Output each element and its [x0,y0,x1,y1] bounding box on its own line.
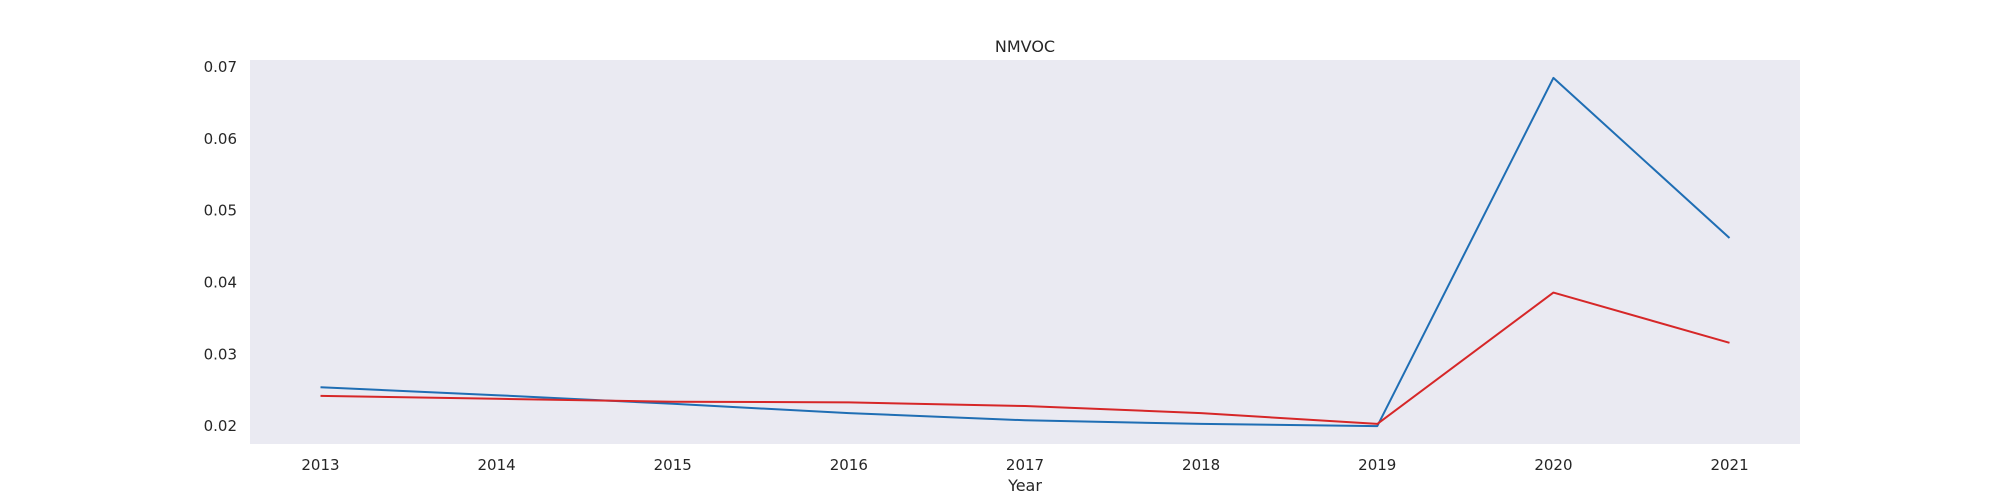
x-tick-label: 2017 [1006,456,1044,474]
y-tick-label: 0.04 [204,274,237,292]
x-tick-label: 2021 [1710,456,1748,474]
y-tick-label: 0.05 [204,202,237,220]
x-axis-title: Year [1007,476,1042,495]
x-tick-label: 2014 [477,456,515,474]
series-layer [320,76,1731,428]
y-tick-label: 0.03 [204,345,237,363]
y-tick-label: 0.02 [204,417,237,435]
x-tick-label: 2013 [301,456,339,474]
chart-title: NMVOC [995,37,1055,56]
series-line-2 [320,291,1730,425]
y-tick-label: 0.06 [204,130,237,148]
y-tick-label: 0.07 [204,58,237,76]
x-axis: 2013 2014 2015 2016 2017 2018 2019 2020 2021 [301,456,1748,474]
x-tick-label: 2015 [654,456,692,474]
x-tick-label: 2018 [1182,456,1220,474]
series-line-1 [320,76,1731,428]
plot-area [250,60,1800,444]
y-axis: 0.02 0.03 0.04 0.05 0.06 0.07 [204,58,237,435]
x-tick-label: 2020 [1534,456,1572,474]
x-tick-label: 2019 [1358,456,1396,474]
x-tick-label: 2016 [830,456,868,474]
